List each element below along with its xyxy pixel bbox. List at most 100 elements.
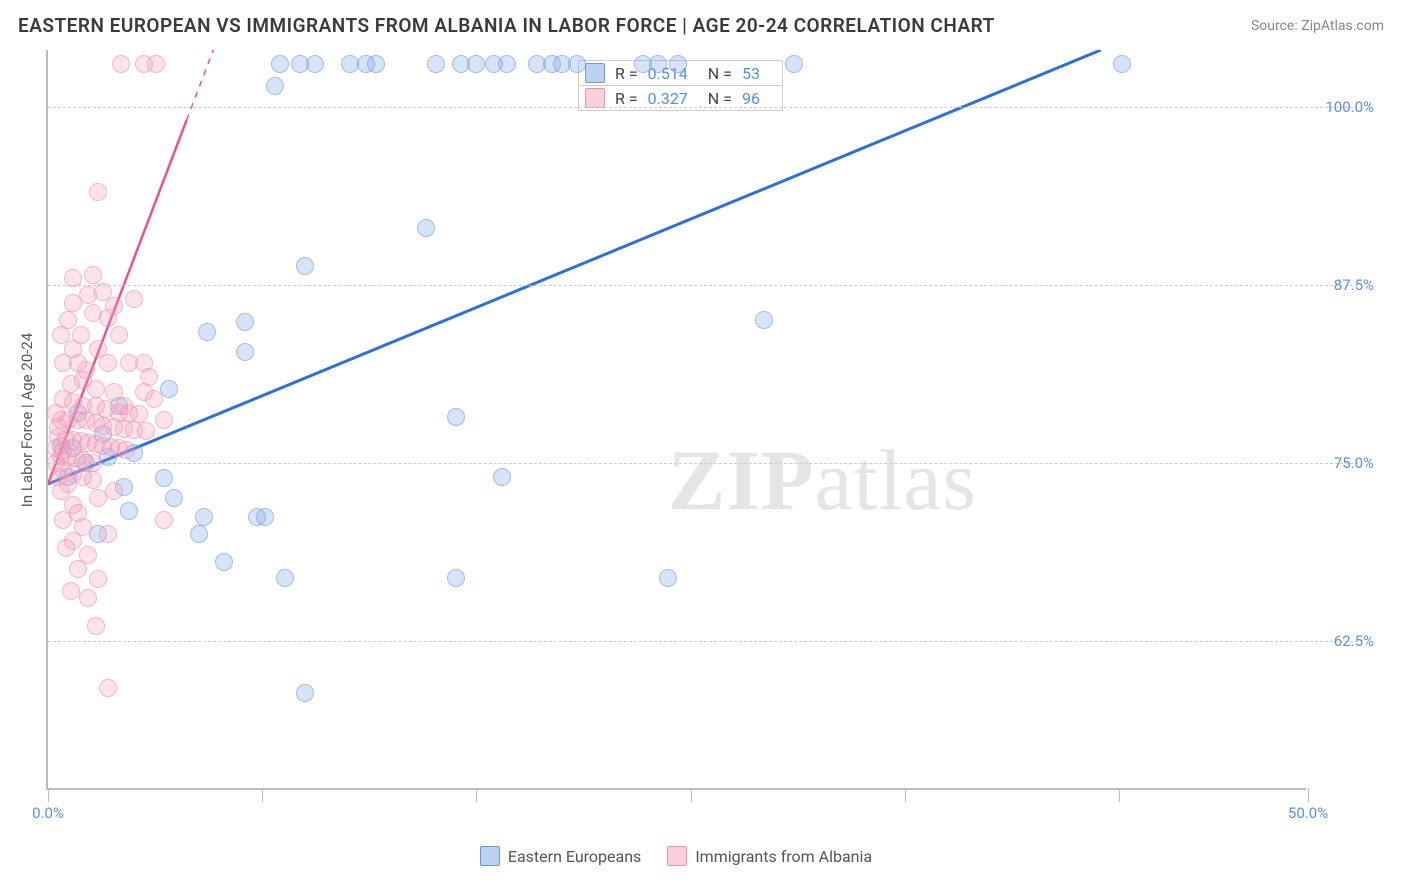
data-point — [117, 441, 135, 459]
data-point — [87, 617, 105, 635]
watermark-bold: ZIP — [668, 432, 814, 528]
y-tick-label: 62.5% — [1334, 632, 1374, 650]
data-point — [447, 569, 465, 587]
data-point — [99, 525, 117, 543]
data-point — [69, 504, 87, 522]
data-point — [135, 383, 153, 401]
legend: Eastern Europeans Immigrants from Albani… — [46, 846, 1306, 866]
x-tick — [476, 788, 477, 802]
data-point — [296, 684, 314, 702]
x-tick — [1119, 788, 1120, 802]
data-point — [669, 55, 687, 73]
data-point — [69, 560, 87, 578]
x-tick — [1308, 788, 1309, 802]
y-tick-label: 75.0% — [1334, 454, 1374, 472]
swatch-blue-icon — [480, 846, 500, 866]
data-point — [659, 569, 677, 587]
data-point — [99, 679, 117, 697]
data-point — [105, 482, 123, 500]
data-point — [1113, 55, 1131, 73]
data-point — [785, 55, 803, 73]
swatch-pink-icon — [667, 846, 687, 866]
n-label: N = — [708, 64, 732, 83]
y-axis-label: In Labor Force | Age 20-24 — [18, 333, 36, 507]
legend-label-blue: Eastern Europeans — [508, 847, 641, 866]
x-tick — [905, 788, 906, 802]
r-value-pink: 0.327 — [648, 89, 688, 108]
x-tick — [262, 788, 263, 802]
data-point — [236, 313, 254, 331]
data-point — [87, 380, 105, 398]
data-point — [59, 475, 77, 493]
data-point — [165, 489, 183, 507]
data-point — [568, 55, 586, 73]
data-point — [89, 570, 107, 588]
data-point — [120, 502, 138, 520]
x-tick-label: 50.0% — [1288, 804, 1328, 822]
data-point — [155, 511, 173, 529]
data-point — [195, 508, 213, 526]
data-point — [147, 55, 165, 73]
data-point — [47, 404, 65, 422]
data-point — [427, 55, 445, 73]
legend-item-pink: Immigrants from Albania — [667, 846, 872, 866]
data-point — [89, 340, 107, 358]
data-point — [215, 553, 233, 571]
watermark-rest: atlas — [814, 432, 977, 528]
gridline — [48, 463, 1358, 464]
data-point — [64, 294, 82, 312]
data-point — [84, 471, 102, 489]
gridline — [48, 641, 1358, 642]
n-value-blue: 53 — [742, 64, 760, 83]
n-label: N = — [708, 89, 732, 108]
data-point — [498, 55, 516, 73]
data-point — [367, 55, 385, 73]
trend-lines — [48, 50, 1308, 790]
swatch-pink-icon — [585, 88, 605, 108]
data-point — [296, 257, 314, 275]
data-point — [64, 269, 82, 287]
data-point — [57, 539, 75, 557]
swatch-blue-icon — [585, 63, 605, 83]
gridline — [48, 285, 1358, 286]
data-point — [62, 582, 80, 600]
data-point — [155, 411, 173, 429]
data-point — [447, 408, 465, 426]
data-point — [276, 569, 294, 587]
data-point — [306, 55, 324, 73]
data-point — [54, 354, 72, 372]
data-point — [52, 326, 70, 344]
data-point — [271, 55, 289, 73]
x-tick — [691, 788, 692, 802]
data-point — [112, 55, 130, 73]
chart-area: In Labor Force | Age 20-24 ZIPatlas R = … — [46, 50, 1376, 820]
data-point — [256, 508, 274, 526]
gridline — [48, 107, 1358, 108]
data-point — [94, 283, 112, 301]
data-point — [155, 469, 173, 487]
data-point — [417, 219, 435, 237]
data-point — [755, 311, 773, 329]
data-point — [89, 183, 107, 201]
data-point — [236, 343, 254, 361]
data-point — [137, 422, 155, 440]
data-point — [115, 397, 133, 415]
data-point — [110, 326, 128, 344]
data-point — [198, 323, 216, 341]
r-label: R = — [615, 89, 638, 108]
data-point — [467, 55, 485, 73]
n-value-pink: 96 — [742, 89, 760, 108]
data-point — [190, 525, 208, 543]
y-tick-label: 87.5% — [1334, 276, 1374, 294]
data-point — [266, 77, 284, 95]
x-tick-label: 0.0% — [32, 804, 64, 822]
data-point — [125, 290, 143, 308]
data-point — [493, 468, 511, 486]
y-tick-label: 100.0% — [1325, 98, 1374, 116]
source-attribution: Source: ZipAtlas.com — [1251, 18, 1384, 34]
watermark: ZIPatlas — [668, 430, 977, 530]
chart-title: EASTERN EUROPEAN VS IMMIGRANTS FROM ALBA… — [18, 14, 995, 37]
data-point — [79, 589, 97, 607]
plot-region: ZIPatlas R = 0.514 N = 53 R = 0.327 N = … — [46, 50, 1306, 790]
x-tick — [48, 788, 49, 802]
